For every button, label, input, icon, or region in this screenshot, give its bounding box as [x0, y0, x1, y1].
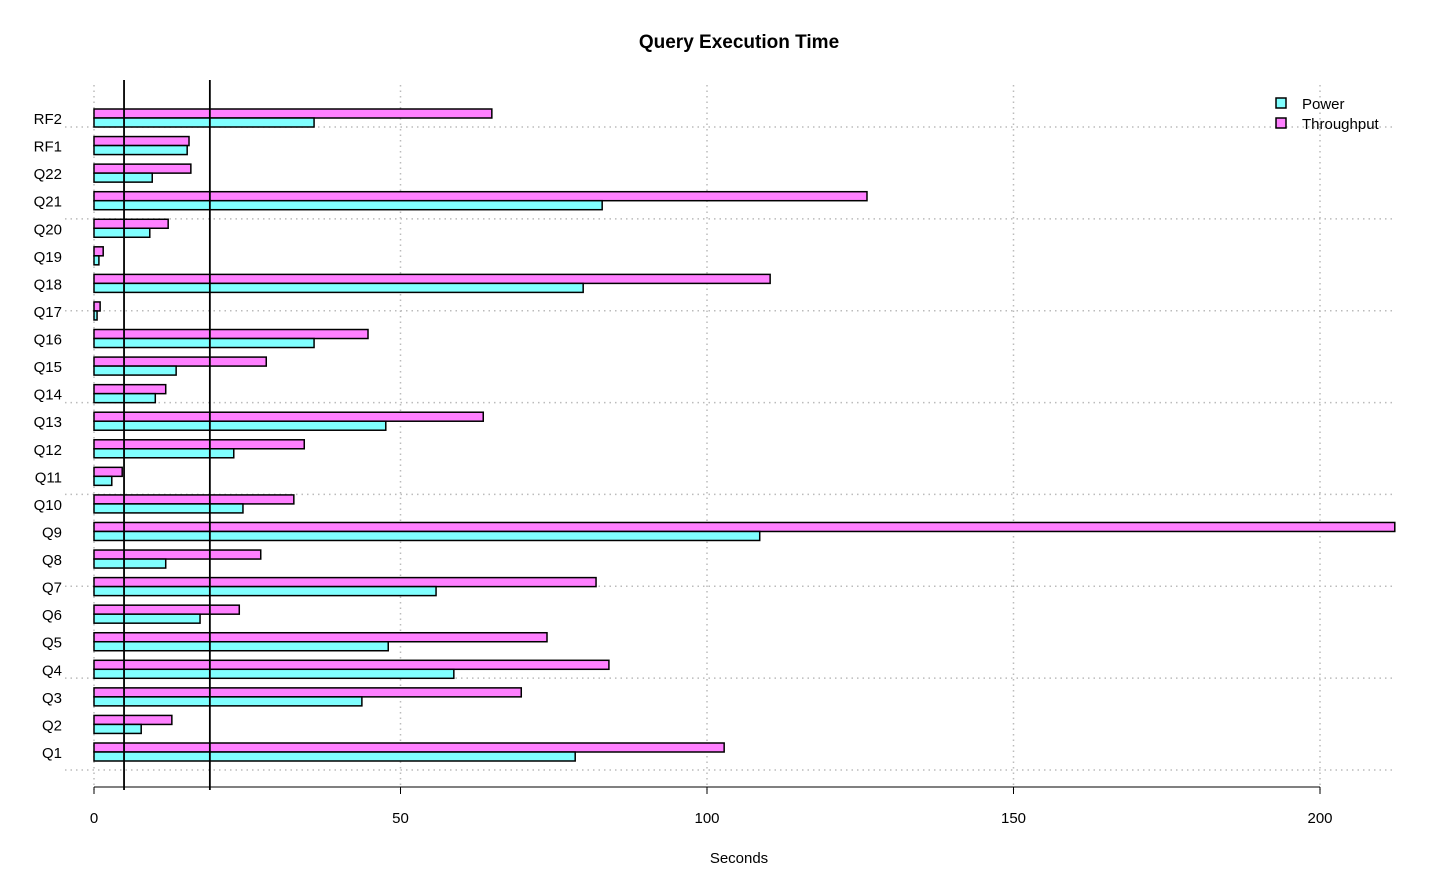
y-tick-label: Q10	[34, 497, 62, 514]
bar-power-rf1	[93, 144, 188, 156]
bar-power-q19	[93, 255, 100, 266]
y-tick-label: RF2	[34, 111, 62, 128]
y-axis-labels: Q1 Q2 Q3 Q4 Q5 Q6 Q7 Q8 Q9 Q10 Q11 Q12 Q13 Q14 Q15 Q16 Q…	[34, 111, 62, 762]
bar-power-q18	[93, 282, 584, 294]
y-tick-label: Q5	[42, 635, 62, 652]
bar-throughput-q14	[93, 383, 167, 395]
bar-throughput-q19	[93, 246, 104, 257]
reference-lines	[123, 80, 211, 790]
x-tick-label: 100	[694, 810, 719, 827]
bar-power-q16	[93, 337, 315, 349]
bar-power-q13	[93, 420, 387, 431]
bar-throughput-q6	[93, 604, 241, 615]
bar-throughput-q12	[93, 439, 306, 450]
x-tick-label: 50	[392, 810, 409, 827]
bar-power-q5	[93, 640, 389, 652]
bar-power-q4	[93, 668, 455, 680]
y-tick-label: Q15	[34, 359, 62, 376]
bar-throughput-q3	[93, 687, 523, 698]
y-tick-label: Q17	[34, 304, 62, 321]
bar-power-q3	[93, 696, 363, 707]
bar-power-rf2	[93, 117, 315, 128]
bar-power-q12	[93, 448, 235, 459]
bar-power-q20	[93, 227, 151, 239]
bar-power-q2	[93, 723, 142, 735]
y-tick-label: RF1	[34, 139, 62, 156]
bar-power-q1	[93, 751, 576, 762]
bar-throughput-rf1	[93, 135, 190, 147]
y-tick-label: Q6	[42, 607, 62, 624]
bar-throughput-q13	[93, 411, 485, 422]
legend-label-throughput: Throughput	[1302, 116, 1380, 133]
x-axis: 0 50 100 150 200	[90, 786, 1333, 827]
bar-throughput-q22	[93, 163, 192, 174]
y-tick-label: Q2	[42, 717, 62, 734]
y-tick-label: Q9	[42, 524, 62, 541]
bar-power-q21	[93, 199, 603, 211]
bar-power-q9	[93, 530, 761, 542]
bars	[93, 108, 1396, 762]
bar-power-q6	[93, 613, 201, 624]
y-tick-label: Q18	[34, 276, 62, 293]
bar-throughput-rf2	[93, 108, 493, 119]
bar-power-q22	[93, 172, 153, 183]
bar-throughput-q4	[93, 659, 610, 671]
bar-power-q7	[93, 585, 437, 597]
bar-throughput-q18	[93, 273, 771, 285]
y-tick-label: Q13	[34, 414, 62, 431]
bar-power-q15	[93, 365, 177, 376]
bar-throughput-q17	[93, 301, 101, 312]
bar-power-q11	[93, 475, 113, 487]
y-tick-label: Q7	[42, 580, 62, 597]
legend-label-power: Power	[1302, 96, 1345, 113]
bar-throughput-q15	[93, 356, 268, 367]
bar-throughput-q11	[93, 466, 123, 478]
grid	[65, 85, 1395, 790]
y-tick-label: Q11	[35, 469, 62, 486]
bar-throughput-q20	[93, 218, 169, 230]
y-tick-label: Q1	[42, 745, 62, 762]
x-tick-label: 0	[90, 810, 98, 827]
y-tick-label: Q20	[34, 221, 62, 238]
bar-throughput-q1	[93, 742, 725, 753]
bar-power-q8	[93, 558, 167, 569]
bar-power-q17	[93, 310, 98, 321]
bar-throughput-q5	[93, 631, 548, 643]
x-tick-label: 150	[1001, 810, 1026, 827]
y-tick-label: Q16	[34, 332, 62, 349]
legend: Power Throughput	[1275, 96, 1380, 133]
y-tick-label: Q14	[34, 387, 62, 404]
y-tick-label: Q12	[34, 442, 62, 459]
y-tick-label: Q4	[42, 662, 62, 679]
y-tick-label: Q22	[34, 166, 62, 183]
y-tick-label: Q8	[42, 552, 62, 569]
legend-swatch-power	[1275, 97, 1287, 109]
x-axis-label: Seconds	[710, 850, 768, 867]
chart-title: Query Execution Time	[639, 32, 839, 53]
bar-throughput-q16	[93, 328, 369, 340]
bar-throughput-q9	[93, 521, 1396, 533]
y-tick-label: Q19	[34, 249, 62, 266]
bar-throughput-q7	[93, 576, 597, 588]
y-tick-label: Q21	[34, 194, 62, 211]
y-tick-label: Q3	[42, 690, 62, 707]
bar-throughput-q8	[93, 549, 262, 560]
bar-throughput-q2	[93, 714, 173, 726]
x-tick-label: 200	[1307, 810, 1332, 827]
bar-power-q10	[93, 503, 244, 514]
legend-swatch-throughput	[1275, 117, 1287, 129]
